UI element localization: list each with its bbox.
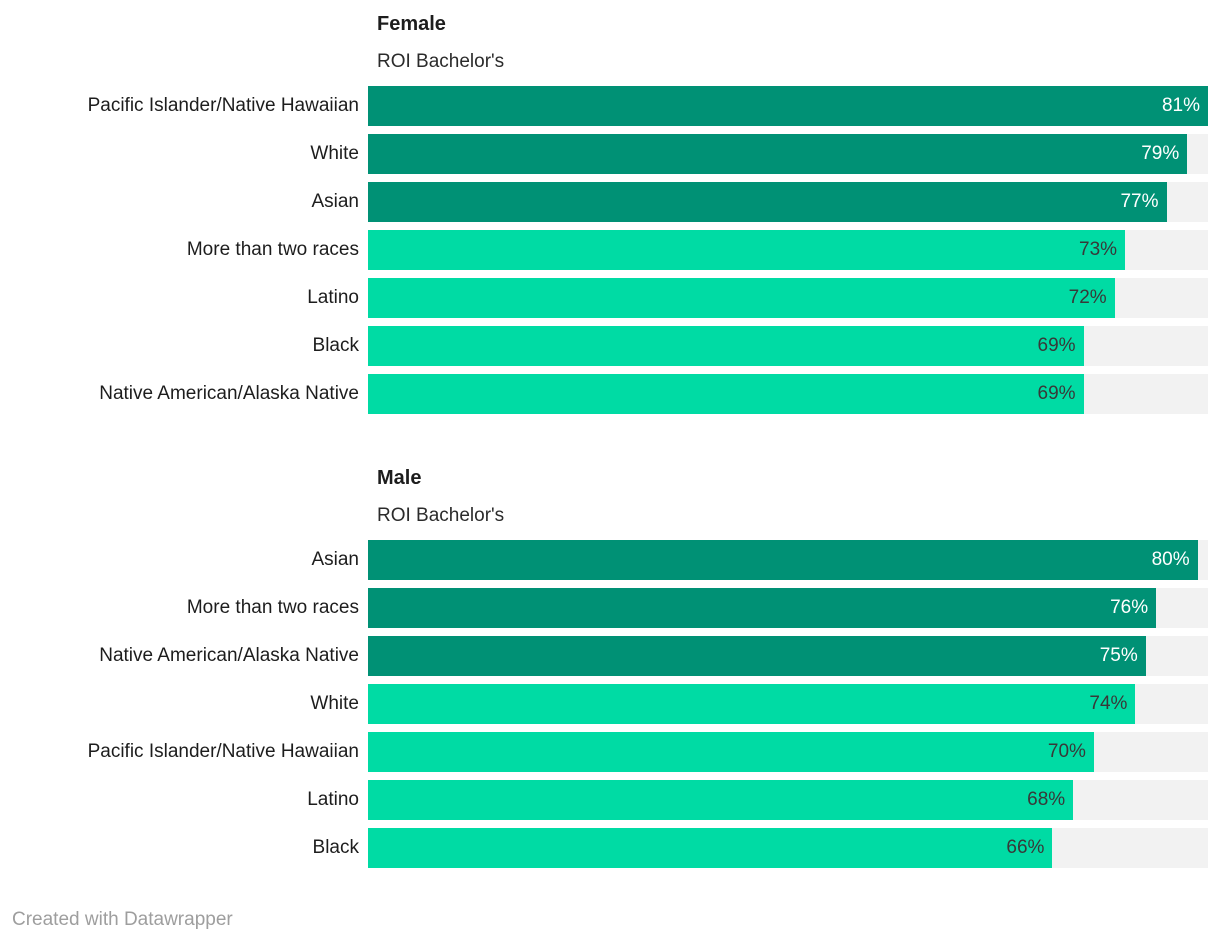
section-title: Male [377,467,422,489]
bar-track: 73% [368,230,1208,270]
value-label: 66% [1006,837,1045,858]
footer: Created with Datawrapper [12,908,1208,932]
section-header: Male ROI Bachelor's [377,466,1208,528]
datawrapper-credit-link[interactable]: Created with Datawrapper [12,909,233,930]
category-label: Latino [307,789,359,810]
bar-track: 69% [368,374,1208,414]
section-subtitle: ROI Bachelor's [377,51,505,72]
category-label: Asian [311,191,359,212]
category-label: Pacific Islander/Native Hawaiian [87,741,359,762]
value-label: 81% [1161,95,1200,116]
bar-track: 77% [368,182,1208,222]
value-label: 69% [1037,335,1076,356]
bar-track: 76% [368,588,1208,628]
category-label: More than two races [186,239,359,260]
bar: 70% [368,732,1094,772]
bar: 76% [368,588,1157,628]
bar-row: More than two races 73% [0,230,1208,270]
bar: 75% [368,636,1146,676]
bar-row: White 79% [0,134,1208,174]
bar-row: Asian 80% [0,540,1208,580]
value-label: 69% [1037,383,1076,404]
bar: 68% [368,780,1074,820]
bar-row: Pacific Islander/Native Hawaiian 81% [0,86,1208,126]
section-header: Female ROI Bachelor's [377,12,1208,74]
value-label: 76% [1110,597,1149,618]
value-label: 74% [1089,693,1128,714]
bar-rows: Pacific Islander/Native Hawaiian 81% Whi… [0,86,1208,414]
category-label: Black [312,837,359,858]
bar-row: Latino 68% [0,780,1208,820]
bar-row: Native American/Alaska Native 69% [0,374,1208,414]
bar-row: More than two races 76% [0,588,1208,628]
chart-section-male: Male ROI Bachelor's Asian 80% More than … [0,466,1208,868]
bar-rows: Asian 80% More than two races 76% Native… [0,540,1208,868]
bar-track: 72% [368,278,1208,318]
category-label: Asian [311,549,359,570]
category-label: White [310,693,359,714]
bar: 66% [368,828,1053,868]
bar: 77% [368,182,1167,222]
bar-row: White 74% [0,684,1208,724]
bar: 80% [368,540,1198,580]
bar-track: 69% [368,326,1208,366]
category-label: Native American/Alaska Native [99,645,359,666]
bar: 79% [368,134,1188,174]
bar: 81% [368,86,1208,126]
category-label: White [310,143,359,164]
bar-track: 66% [368,828,1208,868]
category-label: More than two races [186,597,359,618]
value-label: 77% [1120,191,1159,212]
category-label: Black [312,335,359,356]
bar-row: Native American/Alaska Native 75% [0,636,1208,676]
bar: 69% [368,326,1084,366]
value-label: 79% [1141,143,1180,164]
bar-track: 74% [368,684,1208,724]
bar-track: 75% [368,636,1208,676]
bar-track: 79% [368,134,1208,174]
bar-track: 68% [368,780,1208,820]
category-label: Latino [307,287,359,308]
value-label: 75% [1099,645,1138,666]
section-subtitle: ROI Bachelor's [377,505,505,526]
value-label: 68% [1027,789,1066,810]
value-label: 72% [1068,287,1107,308]
bar-row: Pacific Islander/Native Hawaiian 70% [0,732,1208,772]
bar-track: 80% [368,540,1208,580]
value-label: 73% [1079,239,1118,260]
value-label: 70% [1047,741,1086,762]
bar: 73% [368,230,1126,270]
bar-track: 70% [368,732,1208,772]
bar: 69% [368,374,1084,414]
bar: 74% [368,684,1136,724]
bar-row: Black 66% [0,828,1208,868]
category-label: Native American/Alaska Native [99,383,359,404]
section-title: Female [377,13,446,35]
category-label: Pacific Islander/Native Hawaiian [87,95,359,116]
bar-row: Asian 77% [0,182,1208,222]
bar-row: Latino 72% [0,278,1208,318]
bar: 72% [368,278,1115,318]
chart-section-female: Female ROI Bachelor's Pacific Islander/N… [0,12,1208,414]
bar-row: Black 69% [0,326,1208,366]
value-label: 80% [1151,549,1190,570]
bar-track: 81% [368,86,1208,126]
